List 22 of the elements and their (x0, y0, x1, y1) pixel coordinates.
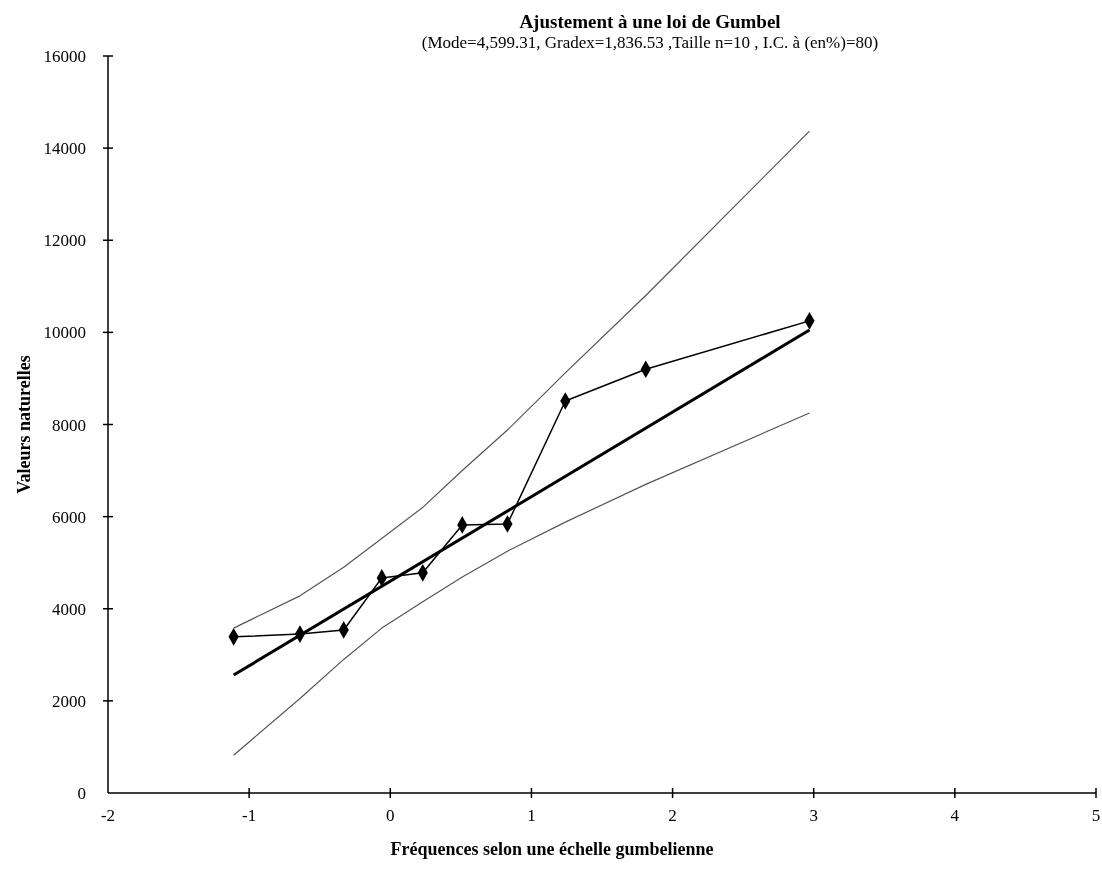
x-tick-label: 3 (809, 806, 818, 825)
y-tick-label: 2000 (52, 691, 86, 711)
x-tick-label: -2 (100, 806, 116, 825)
y-tick-label: 14000 (43, 139, 86, 159)
chart-subtitle: (Mode=4,599.31, Gradex=1,836.53 ,Taille n=10 , I.C. à (en%)=80) (421, 33, 879, 52)
y-tick-label: 16000 (43, 47, 86, 66)
chart-title: Ajustement à une loi de Gumbel (519, 11, 781, 32)
x-tick-label: 2 (668, 806, 677, 825)
y-tick-label: 6000 (52, 507, 86, 527)
x-tick-label: 1 (527, 806, 536, 825)
x-axis-title: Fréquences selon une échelle gumbelienne (390, 839, 714, 859)
y-tick-label: 8000 (52, 415, 86, 435)
x-tick-label: -1 (242, 806, 257, 825)
line-series (233, 412, 811, 756)
y-tick-label: 4000 (52, 599, 86, 619)
y-tick-label: 0 (77, 784, 86, 803)
x-tick-label: 5 (1091, 806, 1101, 825)
y-axis-title: Valeurs naturelles (14, 355, 34, 494)
y-tick-label: 12000 (43, 231, 86, 251)
x-tick-label: 4 (950, 806, 960, 825)
y-tick-label: 10000 (43, 323, 86, 343)
x-tick-label: 0 (386, 806, 395, 825)
